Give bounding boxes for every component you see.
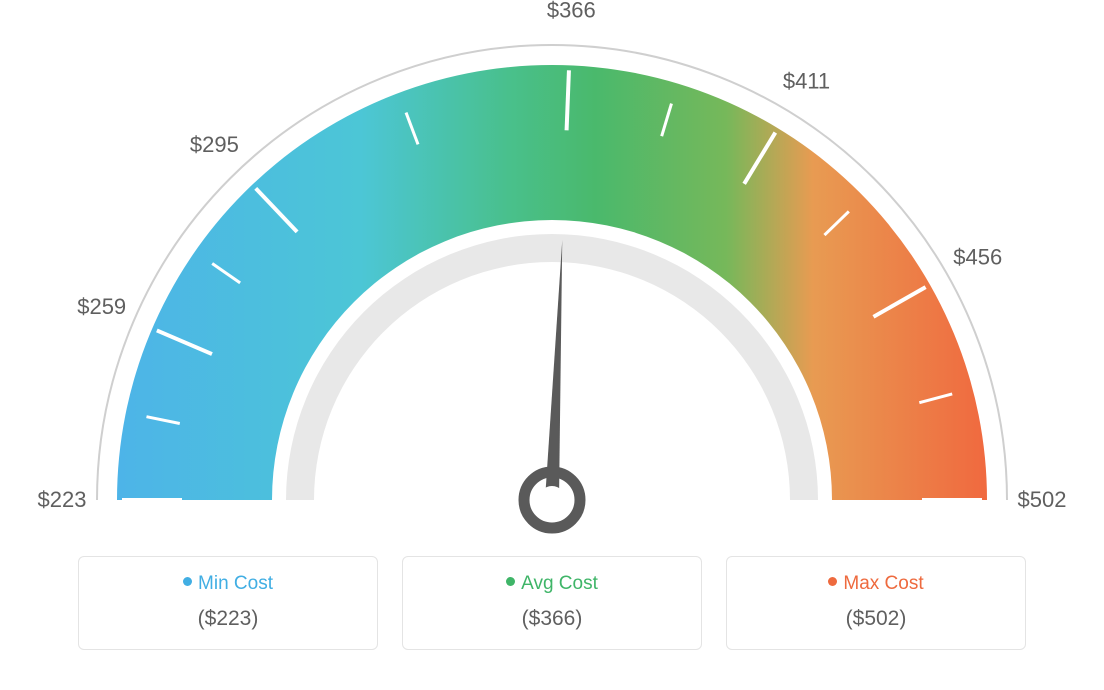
gauge-tick-label: $295 (190, 132, 239, 157)
legend-value-text: ($502) (747, 607, 1005, 631)
legend-dot (506, 577, 515, 586)
legend-dot (828, 577, 837, 586)
gauge-tick-label: $411 (783, 68, 830, 93)
legend-label-text: Max Cost (843, 573, 923, 594)
gauge-tick-label: $502 (1018, 487, 1067, 512)
gauge-tick-label: $259 (77, 294, 126, 319)
legend-card: Avg Cost ($366) (402, 556, 702, 650)
gauge-needle-hole (538, 486, 566, 514)
legend-card: Max Cost ($502) (726, 556, 1026, 650)
gauge-svg: $223 $259 $295 $366 $411 $456 $502 (0, 0, 1104, 560)
legend-value-text: ($366) (423, 607, 681, 631)
legend-card: Min Cost ($223) (78, 556, 378, 650)
legend-row: Min Cost ($223) Avg Cost ($366) Max Cost ($50… (0, 556, 1104, 650)
gauge-tick (567, 70, 569, 130)
legend-label-text: Avg Cost (521, 573, 598, 594)
legend-dot (183, 577, 192, 586)
legend-card-title: Max Cost (747, 573, 1005, 595)
legend-value-text: ($223) (99, 607, 357, 631)
legend-card-title: Avg Cost (423, 573, 681, 595)
legend-label-text: Min Cost (198, 573, 273, 594)
gauge-needle (545, 240, 562, 500)
gauge-tick-label: $456 (953, 244, 1002, 269)
cost-gauge: $223 $259 $295 $366 $411 $456 $502 (0, 0, 1104, 560)
gauge-tick-label: $366 (547, 0, 596, 22)
gauge-tick-label: $223 (38, 487, 87, 512)
legend-card-title: Min Cost (99, 573, 357, 595)
